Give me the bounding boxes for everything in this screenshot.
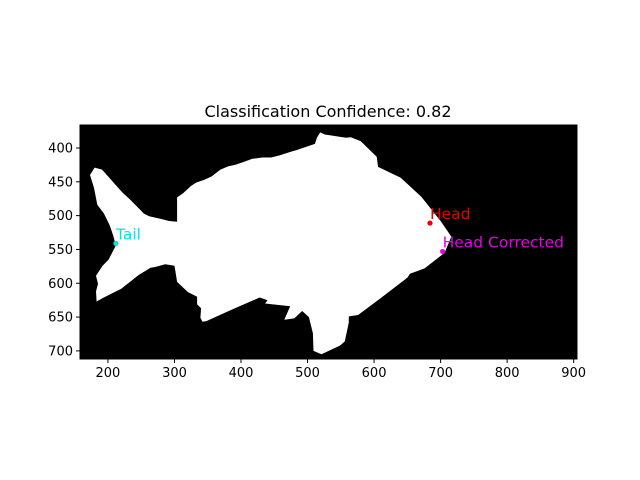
- y-axis: 400 450 500 550 600 650 700: [48, 141, 80, 359]
- y-tick-label: 450: [48, 175, 73, 190]
- tail-label: Tail: [115, 225, 141, 243]
- x-tick-label: 700: [428, 366, 453, 381]
- head-point: [427, 220, 433, 226]
- marks-layer: Tail Head Head Corrected: [113, 205, 564, 255]
- y-tick-label: 650: [48, 311, 73, 326]
- y-tick-label: 500: [48, 209, 73, 224]
- x-tick-label: 200: [96, 366, 121, 381]
- head-corrected-point: [440, 248, 446, 255]
- y-tick-label: 400: [48, 141, 73, 156]
- x-tick-label: 800: [495, 366, 520, 381]
- plot-area: Tail Head Head Corrected: [80, 125, 577, 359]
- x-tick-label: 500: [295, 366, 320, 381]
- y-tick-label: 700: [48, 344, 73, 359]
- x-tick-label: 300: [162, 366, 187, 381]
- head-corrected-label: Head Corrected: [443, 233, 564, 251]
- x-axis: 200 300 400 500 600 700 800 900: [96, 359, 586, 381]
- y-tick-label: 550: [48, 243, 73, 258]
- x-tick-label: 600: [362, 366, 387, 381]
- head-label: Head: [430, 205, 471, 223]
- silhouette-mask: [90, 132, 452, 355]
- x-tick-label: 900: [561, 366, 586, 381]
- chart-title: Classification Confidence: 0.82: [204, 102, 451, 121]
- x-tick-label: 400: [229, 366, 254, 381]
- tail-point: [113, 240, 119, 246]
- plot-frame: [79, 124, 578, 360]
- y-tick-label: 600: [48, 277, 73, 292]
